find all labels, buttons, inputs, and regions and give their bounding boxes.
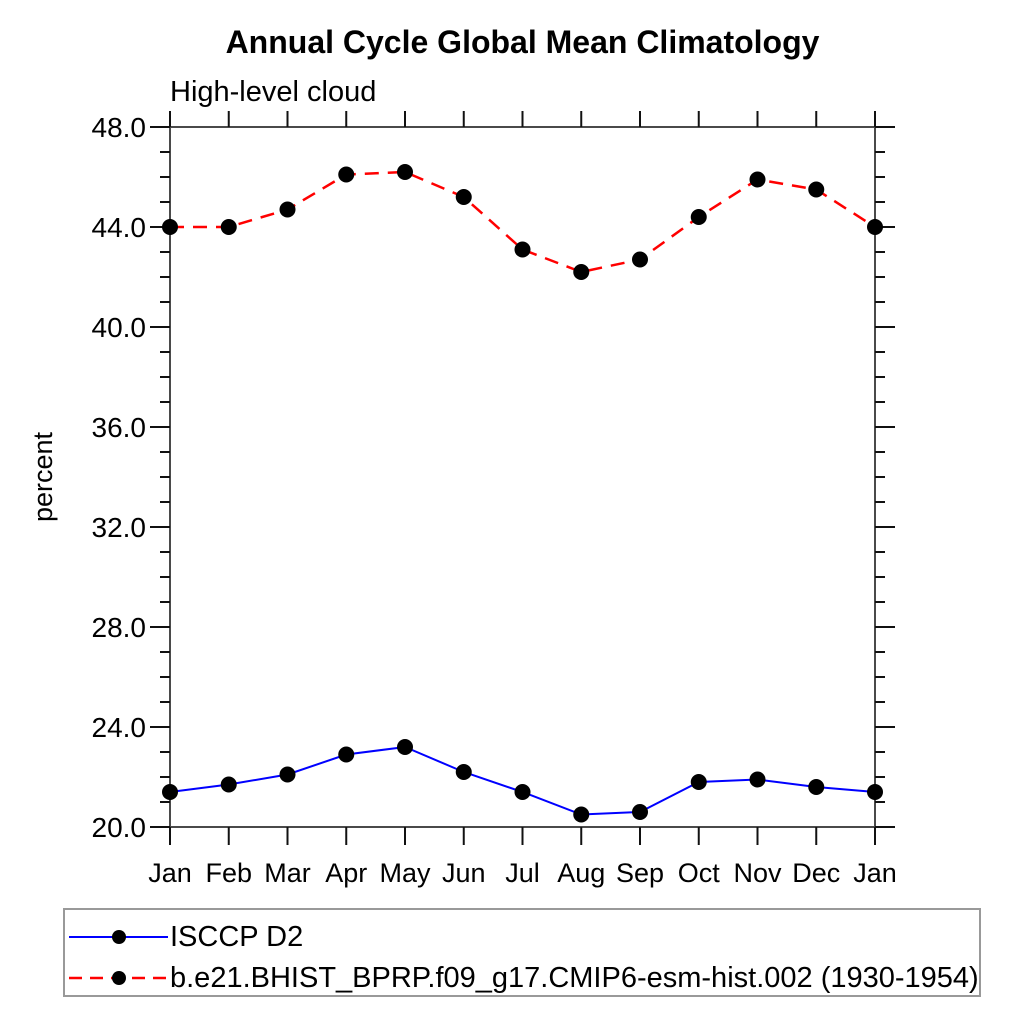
- y-tick-label: 40.0: [92, 312, 147, 343]
- x-tick-label: Apr: [325, 858, 367, 888]
- series-marker: [220, 776, 237, 793]
- x-tick-label: Jun: [442, 858, 486, 888]
- legend-entry-1: b.e21.BHIST_BPRP.f09_g17.CMIP6-esm-hist.…: [67, 963, 979, 993]
- chart-title: Annual Cycle Global Mean Climatology: [225, 24, 820, 60]
- legend-label: b.e21.BHIST_BPRP.f09_g17.CMIP6-esm-hist.…: [170, 962, 979, 994]
- legend-label: ISCCP D2: [170, 921, 304, 953]
- series-marker: [749, 171, 766, 188]
- y-tick-label: 48.0: [92, 112, 147, 143]
- series-marker: [514, 241, 531, 258]
- legend-marker-dot: [112, 971, 126, 985]
- series-marker: [632, 804, 648, 820]
- chart-subtitle: High-level cloud: [170, 76, 377, 108]
- series-marker: [808, 779, 825, 795]
- x-tick-label: Jan: [853, 858, 897, 888]
- series-marker: [749, 771, 766, 788]
- series-marker: [690, 774, 707, 790]
- y-tick-label: 24.0: [92, 712, 147, 743]
- x-tick-label: Jul: [505, 858, 540, 888]
- legend-entry-0: ISCCP D2: [67, 922, 303, 952]
- legend-sample-dashed-line: [69, 971, 168, 985]
- x-tick-label: Oct: [678, 858, 721, 888]
- series-marker: [867, 784, 883, 800]
- series-marker: [573, 806, 590, 823]
- series-marker: [279, 201, 296, 218]
- series-marker: [279, 766, 296, 783]
- y-tick-label: 28.0: [92, 612, 147, 643]
- y-tick-label: 32.0: [92, 512, 147, 543]
- x-tick-label: Dec: [792, 858, 840, 888]
- series-marker: [573, 264, 590, 280]
- series-marker: [397, 164, 413, 180]
- series-marker: [220, 219, 237, 235]
- x-tick-label: Sep: [616, 858, 664, 888]
- series-marker: [690, 209, 707, 225]
- y-tick-label: 44.0: [92, 212, 147, 243]
- series-marker: [455, 764, 472, 780]
- series-marker: [397, 739, 413, 755]
- series-line-0: [169, 745, 876, 816]
- legend-sample-solid-line: [69, 930, 168, 944]
- legend-box: ISCCP D2 b.e21.BHIST_BPRP.f09_g17.CMIP6-e…: [63, 908, 981, 997]
- series-marker: [514, 784, 531, 800]
- x-tick-label: Feb: [205, 858, 252, 888]
- series-marker: [632, 251, 648, 268]
- x-tick-label: Aug: [557, 858, 605, 888]
- series-marker: [162, 219, 178, 235]
- series-marker: [338, 166, 355, 183]
- plot-frame: [169, 126, 876, 828]
- legend-marker-dot: [112, 930, 126, 944]
- series-marker: [162, 784, 178, 800]
- x-tick-label: Mar: [264, 858, 311, 888]
- y-tick-label: 36.0: [92, 412, 147, 443]
- series-marker: [338, 746, 355, 763]
- series-marker: [455, 189, 472, 205]
- x-tick-label: May: [379, 858, 431, 888]
- x-tick-label: Jan: [148, 858, 192, 888]
- series-marker: [808, 181, 825, 198]
- x-tick-label: Nov: [733, 858, 782, 888]
- series-marker: [867, 219, 883, 235]
- y-tick-label: 20.0: [92, 812, 147, 843]
- y-axis-title: percent: [28, 431, 58, 522]
